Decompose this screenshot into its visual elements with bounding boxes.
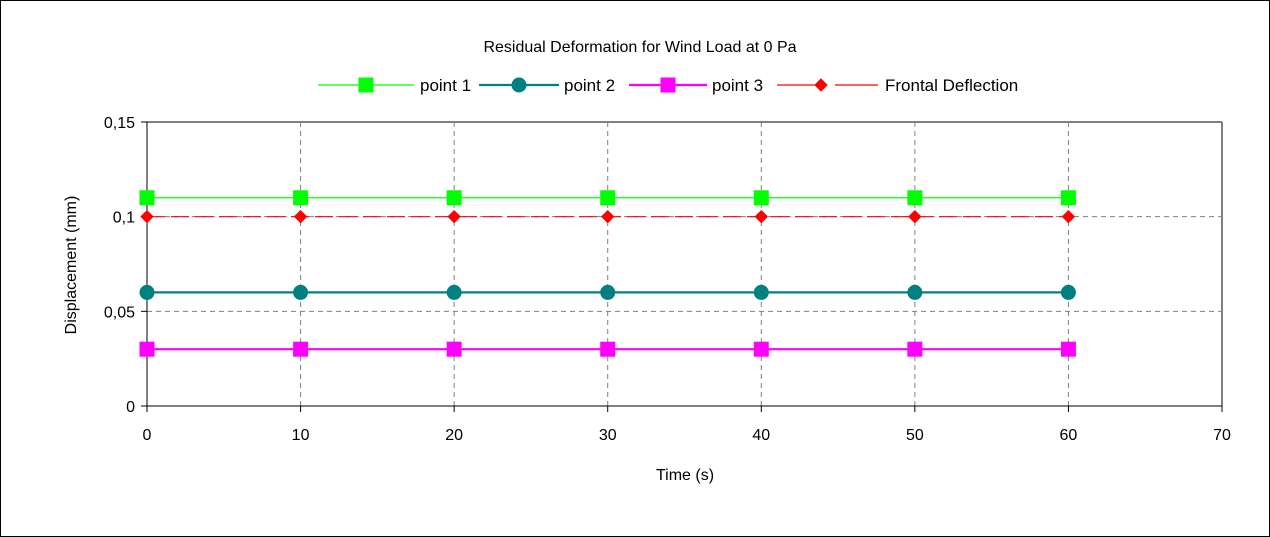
legend-item: point 1 [318,76,471,95]
data-point [907,341,923,357]
data-point [600,190,616,206]
data-point [293,284,309,300]
x-axis-title: Time (s) [656,467,714,484]
series-3 [139,341,1076,357]
data-point [907,284,923,300]
plot-area [147,122,1222,406]
x-tick-label: 30 [599,427,617,444]
legend-item: Frontal Deflection [777,76,1018,95]
data-point [139,190,155,206]
data-point [446,341,462,357]
y-axis-title: Displacement (mm) [63,196,80,335]
legend-item: point 3 [629,76,763,95]
x-tick-label: 40 [752,427,770,444]
data-point [600,284,616,300]
data-point [1060,284,1076,300]
legend-label: point 3 [712,76,763,95]
data-point [908,209,922,224]
x-tick-label: 70 [1213,427,1231,444]
x-tick-label: 10 [292,427,310,444]
series-1 [139,190,1076,206]
legend-label: point 1 [420,76,471,95]
legend: point 1 point 2 point 3 Frontal Deflection [318,76,1018,95]
data-point [293,190,309,206]
data-point [446,190,462,206]
data-point [293,341,309,357]
data-point [446,284,462,300]
x-tick-label: 0 [143,427,152,444]
data-point [753,190,769,206]
x-tick-label: 20 [445,427,463,444]
data-point [753,341,769,357]
data-point [1061,209,1076,224]
series-layer [139,190,1076,357]
data-point [601,209,615,224]
legend-marker [511,77,527,93]
legend-marker [660,77,676,93]
legend-item: point 2 [479,76,615,95]
axes [141,121,1223,412]
series-4 [140,209,1076,224]
data-point [447,209,461,224]
legend-label: point 2 [564,76,615,95]
y-tick-label: 0 [126,399,135,416]
data-point [1060,190,1076,206]
data-point [907,190,923,206]
y-tick-label: 0,05 [104,304,135,321]
series-2 [139,284,1076,300]
x-tick-label: 50 [906,427,924,444]
x-tick-label: 60 [1060,427,1078,444]
y-tick-label: 0,1 [113,210,135,227]
chart-title: Residual Deformation for Wind Load at 0 … [483,39,796,56]
data-point [1060,341,1076,357]
y-tick-label: 0,15 [104,115,135,132]
data-point [753,284,769,300]
legend-label: Frontal Deflection [885,76,1018,95]
data-point [139,341,155,357]
data-point [754,209,768,224]
data-point [600,341,616,357]
data-point [140,209,154,224]
legend-marker [358,77,374,93]
legend-marker [814,78,828,92]
tick-labels: 0 10 20 30 40 50 60 70 0 0,05 0,1 0,15 [104,115,1231,444]
data-point [293,209,308,224]
data-point [139,284,155,300]
